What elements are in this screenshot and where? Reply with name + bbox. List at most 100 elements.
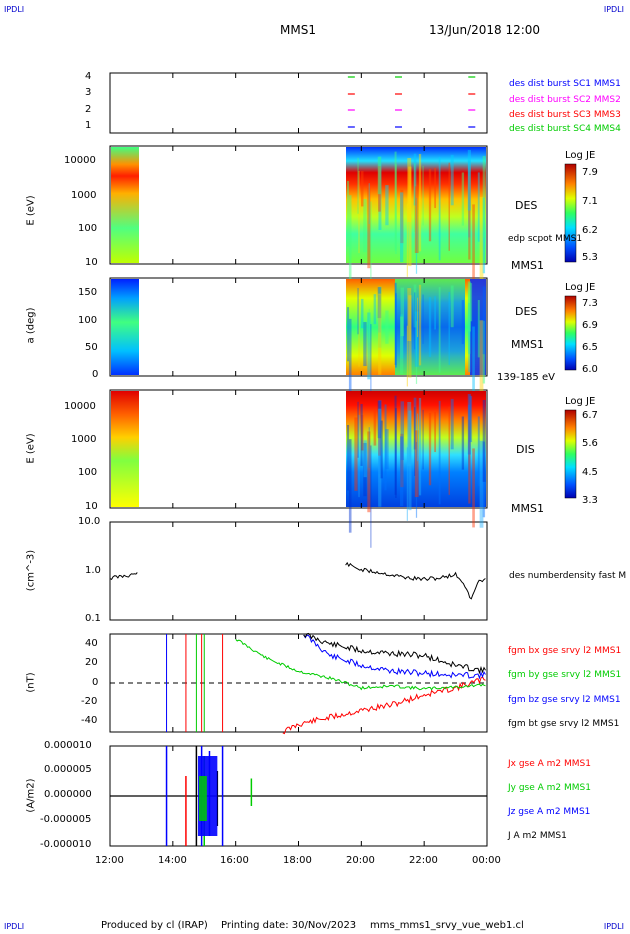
spectrogram-stripe bbox=[414, 407, 416, 477]
scpot-label: edp scpot MMS1 bbox=[508, 234, 583, 244]
spectrogram-stripe bbox=[394, 282, 397, 365]
spectrogram-stripe bbox=[413, 397, 417, 450]
tick-dens-10: 10.0 bbox=[78, 516, 101, 527]
spectrogram-stripe bbox=[477, 172, 480, 242]
spectrogram-stripe bbox=[461, 300, 465, 345]
spectrogram-stripe bbox=[373, 294, 377, 325]
spectrogram-stripe bbox=[422, 409, 424, 470]
spectrogram-stripe bbox=[482, 286, 486, 355]
axis-ticks bbox=[109, 73, 488, 846]
spectrogram-stripe bbox=[377, 400, 382, 439]
spectrogram-stripe bbox=[385, 185, 389, 226]
cb3-v1: 5.6 bbox=[582, 438, 598, 449]
dis-energy-spectrogram-block-1 bbox=[111, 391, 139, 507]
des-pitch-spectrogram-block-4 bbox=[470, 279, 486, 375]
spectrogram-stripe bbox=[368, 183, 370, 225]
cb1-title: Log JE bbox=[565, 150, 596, 161]
spectrogram-stripe bbox=[450, 398, 454, 450]
panel-density-frame bbox=[109, 521, 488, 621]
des-pitch-sat: MMS1 bbox=[511, 338, 544, 351]
spectrogram-stripe bbox=[385, 429, 389, 470]
spectrogram-stripe bbox=[406, 325, 408, 387]
spectrogram-stripe bbox=[378, 293, 382, 375]
dis-energy-sat: MMS1 bbox=[511, 502, 544, 515]
spectrogram-stripe bbox=[360, 403, 363, 466]
spectrogram-stripe bbox=[357, 401, 359, 458]
time-tick-1: 14:00 bbox=[158, 855, 187, 866]
tick-disE-10000: 10000 bbox=[64, 401, 96, 412]
spectrogram-stripe bbox=[418, 284, 422, 366]
spectrogram-stripe bbox=[346, 180, 350, 247]
spectrogram-stripe bbox=[472, 448, 475, 528]
des-energy-spectrogram-block-1 bbox=[111, 147, 139, 263]
cb3-v2: 4.5 bbox=[582, 467, 598, 478]
spectrogram-stripe bbox=[418, 397, 422, 496]
spectrogram-stripe bbox=[428, 412, 432, 486]
spectrogram-stripe bbox=[468, 160, 471, 238]
spectrogram-stripe bbox=[469, 283, 473, 322]
corner-label-tl: IPDLI bbox=[4, 5, 25, 14]
spectrogram-stripe bbox=[438, 287, 441, 373]
dis-energy-label: DIS bbox=[516, 443, 535, 456]
cb2-v3: 6.0 bbox=[582, 364, 598, 375]
spectrogram-stripe bbox=[438, 156, 441, 261]
spectrogram-stripe bbox=[370, 445, 372, 548]
cb1-v3: 5.3 bbox=[582, 252, 598, 263]
spectrogram-stripe bbox=[414, 186, 419, 254]
spectrogram-stripe bbox=[448, 406, 450, 495]
legend-density: des numberdensity fast M bbox=[509, 571, 627, 581]
spectrogram-stripe bbox=[400, 436, 404, 507]
cb1-v0: 7.9 bbox=[582, 167, 598, 178]
spectrogram-stripe bbox=[482, 155, 486, 238]
spectrogram-stripe bbox=[400, 433, 404, 488]
spectrogram-stripe bbox=[438, 400, 441, 505]
spectrogram-stripe bbox=[414, 292, 416, 350]
bz-line bbox=[303, 634, 486, 680]
spectrogram-stripe bbox=[406, 203, 408, 277]
spectrogram-stripe bbox=[368, 308, 370, 343]
spectrogram-stripe bbox=[415, 321, 418, 384]
tick-j-5: -0.000010 bbox=[40, 839, 92, 850]
spectrogram-stripe bbox=[434, 167, 437, 209]
spectrogram-stripe bbox=[467, 150, 471, 211]
spectrogram-stripe bbox=[400, 192, 404, 263]
spectrogram-stripe bbox=[477, 416, 480, 486]
spectrogram-stripe bbox=[363, 442, 367, 497]
spectrogram-stripe bbox=[395, 408, 397, 498]
tick-b-20: 20 bbox=[85, 657, 98, 668]
spectrogram-stripe bbox=[472, 326, 475, 392]
spectrogram-stripe bbox=[408, 295, 412, 378]
legend-avail-sc3: des dist burst SC3 MMS3 bbox=[509, 110, 621, 120]
spectrogram-stripe bbox=[479, 320, 484, 393]
spectrogram-stripe bbox=[378, 410, 381, 456]
tick-desE-100: 100 bbox=[78, 223, 98, 234]
tick-disE-100: 100 bbox=[78, 467, 98, 478]
spectrogram-stripe bbox=[482, 197, 486, 274]
spectrogram-stripe bbox=[378, 400, 382, 474]
spectrogram-stripe bbox=[422, 165, 424, 226]
time-tick-6: 00:00 bbox=[472, 855, 501, 866]
footer-file: mms_mms1_srvy_vue_web1.cl bbox=[370, 920, 524, 931]
spectrogram-stripe bbox=[422, 294, 424, 344]
tick-j-4: -0.000005 bbox=[40, 814, 92, 825]
legend-jy: Jy gse A m2 MMS1 bbox=[508, 783, 591, 793]
spectrogram-stripe bbox=[395, 164, 397, 254]
tick-avail-2: 2 bbox=[85, 104, 92, 115]
spectrogram-stripe bbox=[461, 172, 465, 226]
spectrogram-stripe bbox=[346, 424, 350, 491]
spectrogram-stripe bbox=[348, 439, 352, 533]
tick-pitch-100: 100 bbox=[78, 315, 98, 326]
cb2-v2: 6.5 bbox=[582, 342, 598, 353]
time-tick-2: 16:00 bbox=[220, 855, 249, 866]
cb1-v2: 6.2 bbox=[582, 225, 598, 236]
tick-b-40: 40 bbox=[85, 638, 98, 649]
spectrogram-stripe bbox=[380, 420, 383, 479]
des-pitch-spectrogram-block-1 bbox=[111, 279, 139, 375]
spectrogram-stripe bbox=[348, 318, 352, 397]
corner-label-bl: IPDLI bbox=[4, 922, 25, 931]
tick-dens-0.1: 0.1 bbox=[85, 613, 101, 624]
tick-disE-10: 10 bbox=[85, 501, 98, 512]
spectrogram-stripe bbox=[367, 431, 371, 513]
spectrogram-stripe bbox=[346, 307, 350, 362]
spectrogram-stripe bbox=[407, 288, 412, 342]
